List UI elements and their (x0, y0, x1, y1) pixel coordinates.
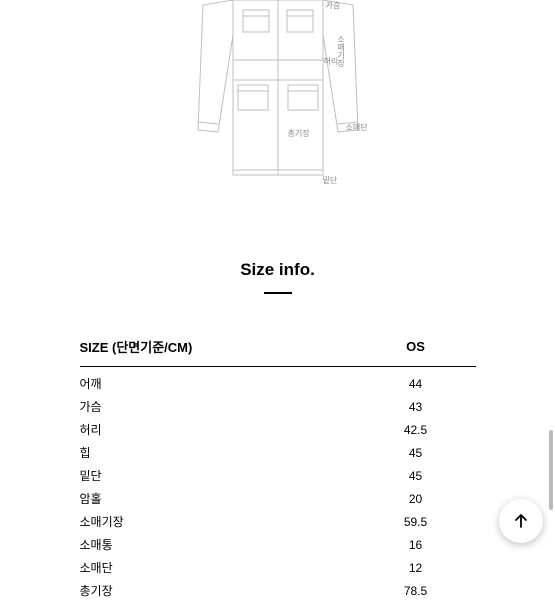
row-value: 20 (356, 487, 476, 510)
row-label: 힙 (80, 441, 356, 464)
row-value: 42.5 (356, 418, 476, 441)
table-row: 총기장78.5 (80, 579, 476, 602)
diagram-label-chest: 가슴 (326, 0, 341, 11)
row-value: 59.5 (356, 510, 476, 533)
diagram-label-waist: 허리 (324, 56, 339, 67)
row-value: 12 (356, 556, 476, 579)
row-label: 가슴 (80, 395, 356, 418)
table-row: 암홀20 (80, 487, 476, 510)
title-underline (264, 292, 292, 294)
row-label: 소매단 (80, 556, 356, 579)
table-row: 어깨44 (80, 367, 476, 396)
row-value: 45 (356, 441, 476, 464)
diagram-label-total-length: 총기장 (288, 128, 310, 139)
table-header-row: SIZE (단면기준/CM) OS (80, 329, 476, 367)
table-row: 밑단45 (80, 464, 476, 487)
row-label: 총기장 (80, 579, 356, 602)
row-value: 45 (356, 464, 476, 487)
diagram-label-hem: 밑단 (323, 175, 338, 186)
row-label: 허리 (80, 418, 356, 441)
table-row: 소매단12 (80, 556, 476, 579)
jacket-outline-svg (188, 0, 368, 185)
row-value: 16 (356, 533, 476, 556)
table-header-right: OS (356, 329, 476, 367)
row-value: 43 (356, 395, 476, 418)
table-header-left: SIZE (단면기준/CM) (80, 329, 356, 367)
garment-diagram-area: 가슴 소매기장 허리 총기장 소매단 밑단 (0, 0, 555, 190)
row-value: 44 (356, 367, 476, 396)
table-row: 소매기장59.5 (80, 510, 476, 533)
scrollbar[interactable] (549, 430, 553, 510)
row-value: 78.5 (356, 579, 476, 602)
row-label: 어깨 (80, 367, 356, 396)
table-row: 허리42.5 (80, 418, 476, 441)
row-label: 소매기장 (80, 510, 356, 533)
row-label: 암홀 (80, 487, 356, 510)
table-row: 힙45 (80, 441, 476, 464)
scroll-to-top-button[interactable] (499, 499, 543, 543)
table-row: 가슴43 (80, 395, 476, 418)
table-row: 소매통16 (80, 533, 476, 556)
size-table: SIZE (단면기준/CM) OS 어깨44가슴43허리42.5힙45밑단45암… (80, 329, 476, 602)
arrow-up-icon (511, 511, 531, 531)
garment-diagram: 가슴 소매기장 허리 총기장 소매단 밑단 (188, 0, 368, 185)
row-label: 밑단 (80, 464, 356, 487)
row-label: 소매통 (80, 533, 356, 556)
diagram-label-cuff: 소매단 (346, 122, 368, 133)
section-title: Size info. (0, 260, 555, 280)
